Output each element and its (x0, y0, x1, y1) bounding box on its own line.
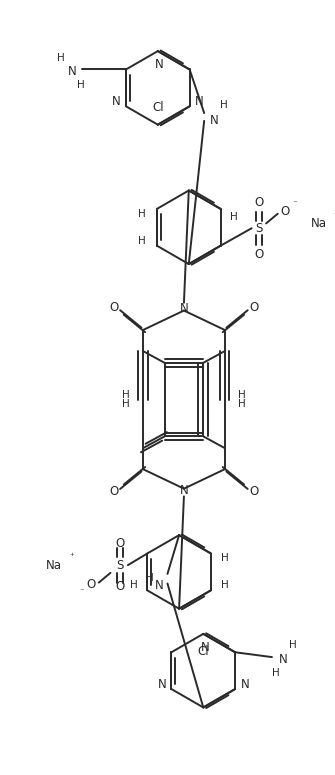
Text: O: O (249, 485, 258, 498)
Text: O: O (116, 580, 125, 593)
Text: S: S (256, 222, 263, 235)
Text: O: O (255, 248, 264, 261)
Text: N: N (195, 95, 204, 108)
Text: H: H (221, 553, 228, 563)
Text: ⁺: ⁺ (333, 211, 335, 220)
Text: N: N (155, 579, 164, 592)
Text: N: N (180, 302, 188, 315)
Text: Na: Na (311, 217, 327, 230)
Text: N: N (157, 677, 166, 691)
Text: H: H (138, 236, 145, 246)
Text: H: H (272, 667, 280, 677)
Text: H: H (138, 208, 145, 219)
Text: H: H (289, 640, 297, 650)
Text: H: H (122, 390, 130, 400)
Text: ⁻: ⁻ (293, 199, 297, 208)
Text: H: H (130, 580, 138, 591)
Text: ⁻: ⁻ (79, 587, 84, 597)
Text: O: O (255, 195, 264, 208)
Text: Cl: Cl (152, 101, 163, 114)
Text: N: N (201, 641, 210, 654)
Text: Cl: Cl (197, 645, 209, 658)
Text: N: N (279, 653, 288, 666)
Text: N: N (68, 65, 77, 78)
Text: O: O (249, 301, 258, 314)
Text: N: N (112, 95, 121, 108)
Text: O: O (86, 578, 96, 591)
Text: S: S (117, 559, 124, 572)
Text: N: N (155, 58, 164, 71)
Text: O: O (281, 205, 290, 219)
Text: Na: Na (46, 559, 62, 572)
Text: H: H (230, 212, 238, 222)
Text: N: N (241, 677, 249, 691)
Text: N: N (209, 114, 218, 127)
Text: H: H (146, 573, 154, 583)
Text: O: O (110, 485, 119, 498)
Text: O: O (110, 301, 119, 314)
Text: H: H (57, 53, 65, 63)
Text: H: H (220, 100, 227, 110)
Text: ⁺: ⁺ (69, 552, 74, 561)
Text: H: H (77, 80, 84, 90)
Text: H: H (221, 580, 228, 591)
Text: H: H (122, 399, 130, 409)
Text: N: N (180, 484, 188, 497)
Text: O: O (116, 537, 125, 550)
Text: H: H (238, 390, 246, 400)
Text: H: H (238, 399, 246, 409)
